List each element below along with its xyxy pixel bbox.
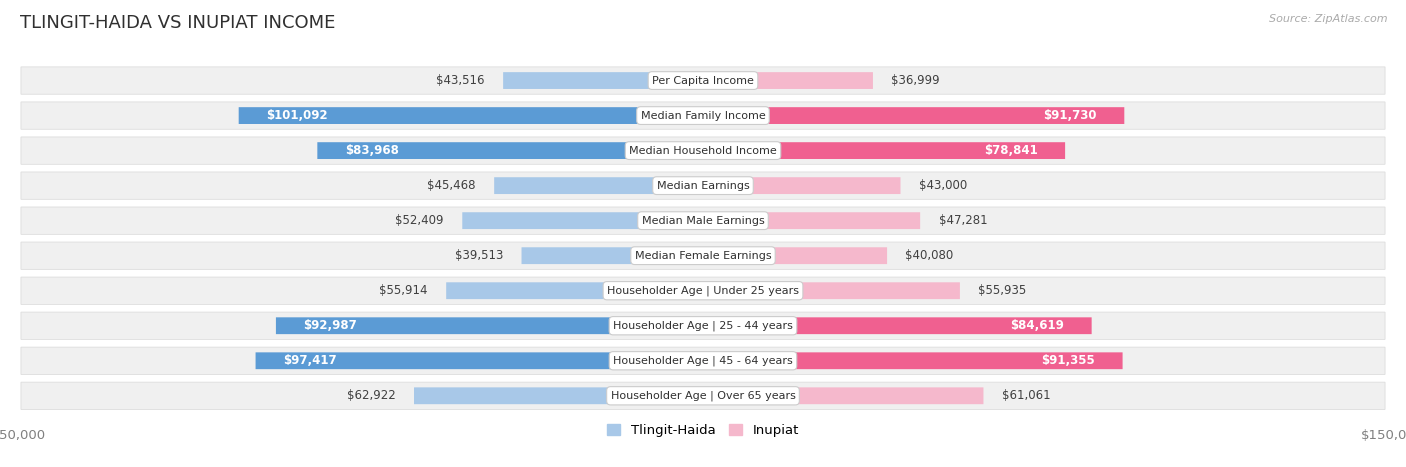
FancyBboxPatch shape [21, 137, 1385, 164]
Text: Householder Age | Over 65 years: Householder Age | Over 65 years [610, 390, 796, 401]
FancyBboxPatch shape [703, 388, 983, 404]
FancyBboxPatch shape [703, 248, 887, 264]
FancyBboxPatch shape [21, 312, 1385, 340]
FancyBboxPatch shape [463, 212, 703, 229]
Text: TLINGIT-HAIDA VS INUPIAT INCOME: TLINGIT-HAIDA VS INUPIAT INCOME [20, 14, 335, 32]
FancyBboxPatch shape [21, 102, 1385, 129]
FancyBboxPatch shape [494, 177, 703, 194]
FancyBboxPatch shape [522, 248, 703, 264]
Text: $62,922: $62,922 [347, 389, 395, 402]
FancyBboxPatch shape [703, 282, 960, 299]
Text: Householder Age | 25 - 44 years: Householder Age | 25 - 44 years [613, 320, 793, 331]
Text: $101,092: $101,092 [266, 109, 328, 122]
Text: $52,409: $52,409 [395, 214, 444, 227]
Text: Median Female Earnings: Median Female Earnings [634, 251, 772, 261]
FancyBboxPatch shape [21, 207, 1385, 234]
FancyBboxPatch shape [703, 318, 1091, 334]
Legend: Tlingit-Haida, Inupiat: Tlingit-Haida, Inupiat [607, 425, 799, 438]
FancyBboxPatch shape [703, 72, 873, 89]
Text: $97,417: $97,417 [283, 354, 337, 367]
Text: Median Male Earnings: Median Male Earnings [641, 216, 765, 226]
FancyBboxPatch shape [21, 347, 1385, 375]
Text: $55,935: $55,935 [979, 284, 1026, 297]
FancyBboxPatch shape [703, 177, 900, 194]
Text: $45,468: $45,468 [427, 179, 475, 192]
Text: $43,000: $43,000 [920, 179, 967, 192]
FancyBboxPatch shape [703, 212, 920, 229]
Text: $55,914: $55,914 [380, 284, 427, 297]
FancyBboxPatch shape [318, 142, 703, 159]
Text: $43,516: $43,516 [436, 74, 485, 87]
Text: $78,841: $78,841 [984, 144, 1038, 157]
FancyBboxPatch shape [21, 242, 1385, 269]
FancyBboxPatch shape [21, 67, 1385, 94]
Text: Householder Age | 45 - 64 years: Householder Age | 45 - 64 years [613, 355, 793, 366]
FancyBboxPatch shape [503, 72, 703, 89]
Text: $39,513: $39,513 [454, 249, 503, 262]
Text: $91,730: $91,730 [1043, 109, 1097, 122]
FancyBboxPatch shape [413, 388, 703, 404]
FancyBboxPatch shape [21, 382, 1385, 410]
Text: $91,355: $91,355 [1042, 354, 1095, 367]
FancyBboxPatch shape [703, 142, 1066, 159]
FancyBboxPatch shape [256, 353, 703, 369]
Text: Median Earnings: Median Earnings [657, 181, 749, 191]
Text: Householder Age | Under 25 years: Householder Age | Under 25 years [607, 285, 799, 296]
Text: Per Capita Income: Per Capita Income [652, 76, 754, 85]
FancyBboxPatch shape [446, 282, 703, 299]
FancyBboxPatch shape [239, 107, 703, 124]
FancyBboxPatch shape [703, 107, 1125, 124]
Text: $83,968: $83,968 [344, 144, 399, 157]
Text: Median Household Income: Median Household Income [628, 146, 778, 156]
FancyBboxPatch shape [21, 172, 1385, 199]
FancyBboxPatch shape [276, 318, 703, 334]
FancyBboxPatch shape [703, 353, 1122, 369]
Text: Median Family Income: Median Family Income [641, 111, 765, 120]
Text: $36,999: $36,999 [891, 74, 941, 87]
Text: $84,619: $84,619 [1011, 319, 1064, 332]
Text: Source: ZipAtlas.com: Source: ZipAtlas.com [1270, 14, 1388, 24]
Text: $92,987: $92,987 [304, 319, 357, 332]
Text: $61,061: $61,061 [1002, 389, 1050, 402]
Text: $47,281: $47,281 [939, 214, 987, 227]
Text: $40,080: $40,080 [905, 249, 953, 262]
FancyBboxPatch shape [21, 277, 1385, 304]
